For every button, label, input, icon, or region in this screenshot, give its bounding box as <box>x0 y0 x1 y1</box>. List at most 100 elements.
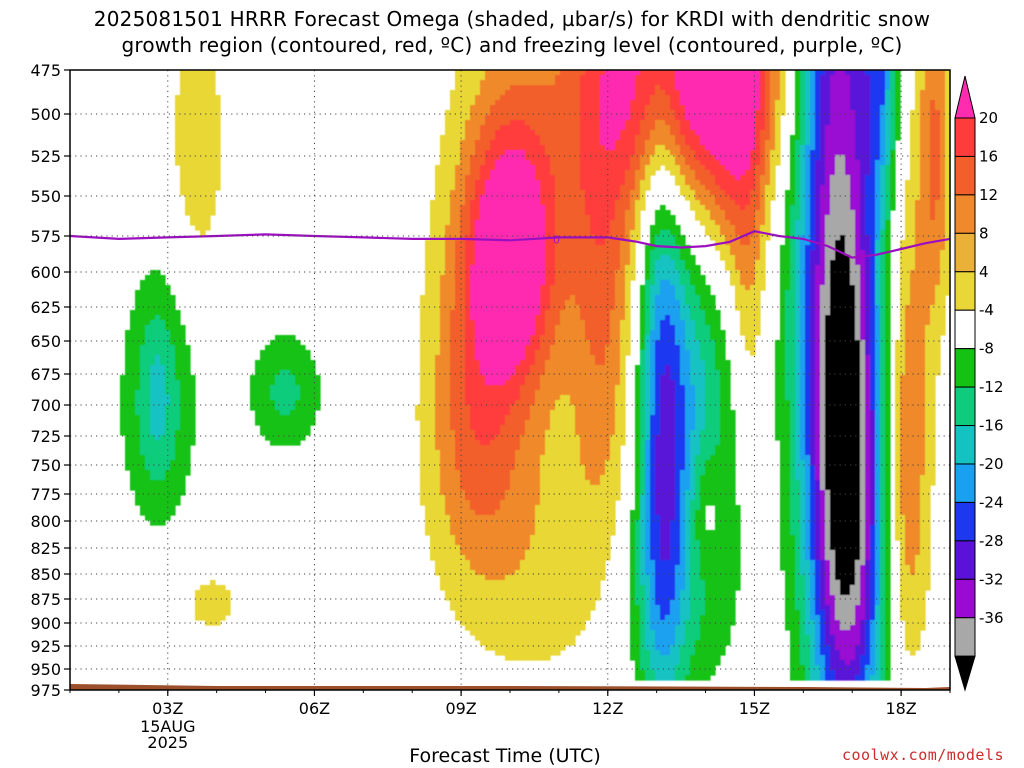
omega-cell <box>430 370 436 376</box>
omega-cell <box>525 470 531 476</box>
omega-cell <box>430 410 436 416</box>
omega-cell <box>165 465 171 471</box>
omega-cell <box>595 190 601 196</box>
omega-cell <box>515 610 521 616</box>
omega-cell <box>595 305 601 311</box>
omega-cell <box>530 115 536 121</box>
omega-cell <box>535 320 541 326</box>
omega-cell <box>450 140 456 146</box>
omega-cell <box>530 575 536 581</box>
omega-cell <box>570 525 576 531</box>
omega-cell <box>450 440 456 446</box>
omega-cell <box>495 635 501 641</box>
omega-cell <box>515 175 521 181</box>
omega-cell <box>520 70 526 76</box>
omega-cell <box>430 405 436 411</box>
omega-cell <box>155 340 161 346</box>
omega-cell <box>120 385 126 391</box>
omega-cell <box>490 500 496 506</box>
omega-cell <box>215 180 221 186</box>
omega-cell <box>515 75 521 81</box>
omega-cell <box>470 345 476 351</box>
omega-cell <box>555 345 561 351</box>
omega-cell <box>545 110 551 116</box>
omega-cell <box>545 465 551 471</box>
omega-cell <box>505 385 511 391</box>
omega-cell <box>540 400 546 406</box>
omega-cell <box>470 340 476 346</box>
omega-cell <box>575 400 581 406</box>
omega-cell <box>590 590 596 596</box>
omega-cell <box>525 625 531 631</box>
omega-cell <box>495 560 501 566</box>
omega-cell <box>310 410 316 416</box>
omega-cell <box>530 635 536 641</box>
omega-cell <box>485 595 491 601</box>
omega-cell <box>530 265 536 271</box>
omega-cell <box>515 440 521 446</box>
omega-cell <box>200 115 206 121</box>
omega-cell <box>495 475 501 481</box>
omega-cell <box>445 505 451 511</box>
omega-cell <box>530 140 536 146</box>
omega-cell <box>480 205 486 211</box>
omega-cell <box>560 480 566 486</box>
omega-cell <box>450 90 456 96</box>
omega-cell <box>450 205 456 211</box>
omega-cell <box>570 270 576 276</box>
omega-cell <box>470 535 476 541</box>
omega-cell <box>565 125 571 131</box>
omega-cell <box>180 420 186 426</box>
omega-cell <box>505 495 511 501</box>
omega-cell <box>570 445 576 451</box>
omega-cell <box>455 495 461 501</box>
omega-cell <box>505 560 511 566</box>
omega-cell <box>490 195 496 201</box>
omega-cell <box>535 350 541 356</box>
omega-cell <box>475 355 481 361</box>
omega-cell <box>535 495 541 501</box>
omega-cell <box>545 410 551 416</box>
omega-cell <box>590 575 596 581</box>
omega-cell <box>475 135 481 141</box>
omega-cell <box>515 470 521 476</box>
omega-cell <box>560 375 566 381</box>
omega-cell <box>440 230 446 236</box>
omega-cell <box>500 255 506 261</box>
omega-cell <box>515 420 521 426</box>
omega-cell <box>535 390 541 396</box>
omega-cell <box>515 205 521 211</box>
omega-cell <box>595 315 601 321</box>
omega-cell <box>185 375 191 381</box>
omega-cell <box>480 475 486 481</box>
omega-cell <box>450 385 456 391</box>
omega-cell <box>420 420 426 426</box>
omega-cell <box>580 215 586 221</box>
omega-cell <box>525 260 531 266</box>
omega-cell <box>540 280 546 286</box>
omega-cell <box>580 555 586 561</box>
omega-cell <box>445 540 451 546</box>
omega-cell <box>140 435 146 441</box>
omega-cell <box>565 520 571 526</box>
omega-cell <box>520 510 526 516</box>
omega-cell <box>500 75 506 81</box>
omega-cell <box>540 160 546 166</box>
omega-cell <box>160 440 166 446</box>
omega-cell <box>505 380 511 386</box>
omega-cell <box>490 510 496 516</box>
omega-cell <box>470 270 476 276</box>
omega-cell <box>455 260 461 266</box>
omega-cell <box>565 115 571 121</box>
omega-cell <box>480 420 486 426</box>
omega-cell <box>435 450 441 456</box>
omega-cell <box>515 535 521 541</box>
omega-cell <box>180 365 186 371</box>
omega-cell <box>525 460 531 466</box>
omega-cell <box>595 420 601 426</box>
omega-cell <box>485 325 491 331</box>
omega-cell <box>130 405 136 411</box>
omega-cell <box>530 310 536 316</box>
omega-cell <box>145 405 151 411</box>
omega-cell <box>475 280 481 286</box>
